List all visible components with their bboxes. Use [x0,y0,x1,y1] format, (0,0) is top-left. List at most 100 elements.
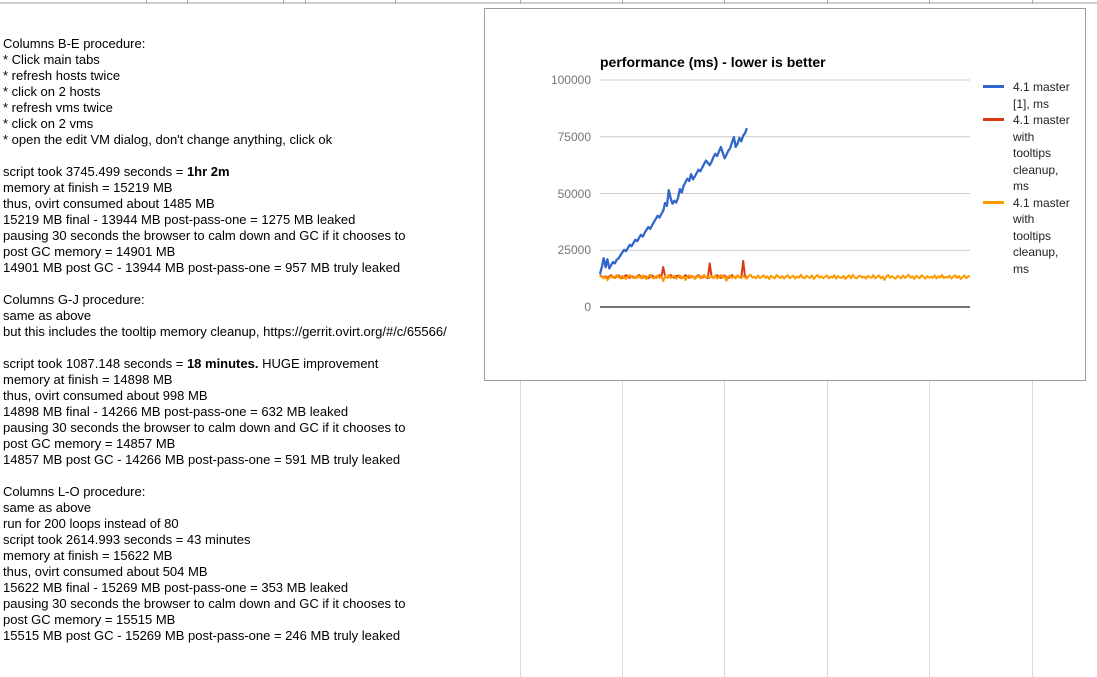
note-text: 14857 MB post GC - 14266 MB post-pass-on… [3,452,401,467]
note-text: script took 2614.993 seconds = 43 minute… [3,532,251,547]
sheet-column-tick [146,0,147,4]
note-line: * open the edit VM dialog, don't change … [3,132,447,148]
note-line: pausing 30 seconds the browser to calm d… [3,420,447,436]
note-text: post GC memory = 15515 MB [3,612,176,627]
note-text: HUGE improvement [258,356,379,371]
y-axis-tick-label: 50000 [557,186,591,201]
note-line: * Click main tabs [3,52,447,68]
note-text: 15622 MB final - 15269 MB post-pass-one … [3,580,349,595]
note-line: thus, ovirt consumed about 1485 MB [3,196,447,212]
note-line: 14857 MB post GC - 14266 MB post-pass-on… [3,452,447,468]
legend-label-line: 4.1 master [1013,80,1070,94]
note-text: memory at finish = 15622 MB [3,548,173,563]
note-line: thus, ovirt consumed about 504 MB [3,564,447,580]
note-line: post GC memory = 14857 MB [3,436,447,452]
note-line: same as above [3,500,447,516]
legend-label-line: tooltips [1013,228,1052,243]
note-line: script took 3745.499 seconds = 1hr 2m [3,164,447,180]
y-axis-tick-label: 25000 [557,243,591,258]
note-line: * click on 2 hosts [3,84,447,100]
note-text: Columns G-J procedure: [3,292,145,307]
note-text: same as above [3,308,92,323]
legend-item: 4.1 master with tooltips cleanup, ms [983,195,1083,278]
note-line: memory at finish = 14898 MB [3,372,447,388]
sheet-column-tick [395,0,396,4]
note-line: but this includes the tooltip memory cle… [3,324,447,340]
y-axis-tick-label: 0 [584,300,591,314]
note-line: script took 1087.148 seconds = 18 minute… [3,356,447,372]
note-line: * refresh hosts twice [3,68,447,84]
sheet-column-tick [622,0,623,4]
note-text: but this includes the tooltip memory cle… [3,324,447,339]
note-text: 1hr 2m [186,164,230,179]
series-line-0 [598,127,748,275]
note-line: pausing 30 seconds the browser to calm d… [3,228,447,244]
note-text: post GC memory = 14901 MB [3,244,176,259]
note-line: 15622 MB final - 15269 MB post-pass-one … [3,580,447,596]
note-line: script took 2614.993 seconds = 43 minute… [3,532,447,548]
legend-label-line: cleanup, [1013,162,1059,177]
sheet-column-gridline [929,381,930,677]
note-text: pausing 30 seconds the browser to calm d… [3,228,406,243]
note-text: thus, ovirt consumed about 1485 MB [3,196,215,211]
sheet-column-tick [305,0,306,4]
note-line [3,340,447,356]
note-text: thus, ovirt consumed about 998 MB [3,388,208,403]
note-line: * refresh vms twice [3,100,447,116]
sheet-column-tick [283,0,284,4]
note-line: memory at finish = 15622 MB [3,548,447,564]
legend-item: 4.1 master with tooltips cleanup, ms [983,112,1083,195]
note-line: 15219 MB final - 13944 MB post-pass-one … [3,212,447,228]
sheet-row-gridline [0,2,1097,4]
note-line [3,276,447,292]
series-line-2 [599,273,971,283]
note-line: memory at finish = 15219 MB [3,180,447,196]
note-text: * Click main tabs [3,52,100,67]
sheet-column-tick [187,0,188,4]
legend-item: 4.1 master [1], ms [983,79,1083,112]
note-text: memory at finish = 15219 MB [3,180,173,195]
note-line: 14901 MB post GC - 13944 MB post-pass-on… [3,260,447,276]
note-text: * click on 2 hosts [3,84,101,99]
note-text: * refresh hosts twice [3,68,121,83]
legend-label-line: ms [1013,179,1029,193]
sheet-column-tick [1032,0,1033,4]
y-axis-tick-label: 100000 [550,73,591,87]
note-line: post GC memory = 14901 MB [3,244,447,260]
y-axis-tick-label: 75000 [557,129,591,144]
legend-label-line: tooltips [1013,146,1052,160]
note-text: pausing 30 seconds the browser to calm d… [3,596,406,611]
legend-label-line: 4.1 master [1013,113,1070,127]
note-text: run for 200 loops instead of 80 [3,516,179,531]
legend-line-swatch [983,85,1004,88]
sheet-column-gridline [1032,381,1033,677]
note-line [3,148,447,164]
note-line: post GC memory = 15515 MB [3,612,447,628]
note-line: * click on 2 vms [3,116,447,132]
note-text: 15219 MB final - 13944 MB post-pass-one … [3,212,356,227]
note-line: pausing 30 seconds the browser to calm d… [3,596,447,612]
legend-label-line: with [1013,129,1035,144]
note-text: memory at finish = 14898 MB [3,372,173,387]
sheet-column-gridline [520,381,521,677]
note-text: same as above [3,500,92,515]
note-text: thus, ovirt consumed about 504 MB [3,564,208,579]
note-text: Columns B-E procedure: [3,36,146,51]
legend-label-line: [1], ms [1013,96,1050,111]
sheet-column-gridline [622,381,623,677]
chart-legend: 4.1 master [1], ms 4.1 master with tooltips c… [983,79,1083,277]
chart-plot-area [598,79,971,308]
chart-title: performance (ms) - lower is better [600,54,826,70]
note-text: * refresh vms twice [3,100,113,115]
performance-chart[interactable]: performance (ms) - lower is better 0 2500… [484,8,1086,381]
note-line: 15515 MB post GC - 15269 MB post-pass-on… [3,628,447,644]
note-text: script took 3745.499 seconds = [3,164,187,179]
note-text: Columns L-O procedure: [3,484,146,499]
note-text: post GC memory = 14857 MB [3,436,176,451]
note-line: thus, ovirt consumed about 998 MB [3,388,447,404]
note-line: same as above [3,308,447,324]
note-line: Columns L-O procedure: [3,484,447,500]
note-text: 14901 MB post GC - 13944 MB post-pass-on… [3,260,401,275]
note-line: Columns G-J procedure: [3,292,447,308]
